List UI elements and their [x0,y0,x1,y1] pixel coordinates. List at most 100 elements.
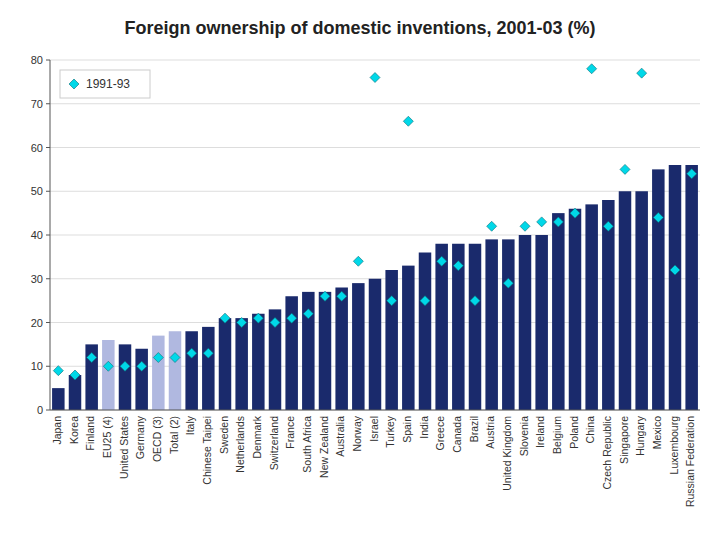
x-tick-label: Sweden [218,416,230,454]
bar [385,270,398,410]
x-tick-label: Poland [568,416,580,449]
y-tick-label: 60 [31,142,43,154]
bar [152,336,165,410]
bar [185,331,198,410]
y-tick [46,278,50,279]
bar [135,349,148,410]
series [52,165,698,410]
diamond-marker [587,64,597,74]
x-tick-label: Korea [68,416,80,444]
diamond-marker [420,296,430,306]
legend-symbol [69,79,79,89]
x-tick-label: Belgium [551,416,563,454]
bar [452,244,465,410]
diamond-marker [153,353,163,363]
x-tick-label: Italy [184,415,196,435]
x-tick-label: Australia [334,416,346,457]
bar [602,200,615,410]
diamond-marker [637,68,647,78]
diamond-marker [270,318,280,328]
legend-box [60,70,150,98]
diamond-marker [470,296,480,306]
x-tick-label: Japan [51,416,63,445]
bar [285,296,298,410]
bar [552,213,565,410]
y-tick [46,410,50,411]
diamond-marker [53,366,63,376]
bar [652,169,665,410]
x-tick-label: Canada [451,416,463,453]
diamond-marker [503,278,513,288]
x-axis: JapanKoreaFinlandEU25 (4)United StatesGe… [51,415,696,507]
y-tick [46,322,50,323]
x-tick-label: Germany [134,415,146,459]
bar [102,340,115,410]
x-tick-label: OECD (3) [151,416,163,462]
grid-line [50,191,700,192]
y-tick [46,235,50,236]
diamond-marker [437,256,447,266]
bar [569,209,582,410]
x-tick-label: United States [118,416,130,479]
x-tick-label: Russian Federation [684,416,696,507]
diamond-marker [687,169,697,179]
bar [202,327,215,410]
x-tick-label: India [418,416,430,439]
y-tick-label: 40 [31,229,43,241]
bar [52,388,64,410]
bar [619,191,632,410]
bar [252,314,264,410]
diamond-marker [337,291,347,301]
bar [269,309,282,410]
y-tick-label: 10 [31,360,43,372]
bar [485,239,498,410]
bar [169,331,182,410]
legend: 1991-93 [60,70,150,98]
diamond-marker [387,296,397,306]
x-tick-label: Denmark [251,415,263,458]
diamond-marker [370,73,380,83]
diamond-marker [620,164,630,174]
diamond-marker [220,313,230,323]
bar [85,344,98,410]
x-tick-label: Total (2) [168,416,180,454]
x-tick-label: Luxembourg [668,416,680,475]
bar [302,292,315,410]
bar [119,344,132,410]
x-tick-label: Finland [84,416,96,451]
diamond-marker [103,361,113,371]
bar [469,244,482,410]
diamond-marker [187,348,197,358]
diamond-marker [570,208,580,218]
y-tick-label: 80 [31,54,43,66]
bar [235,318,248,410]
diamond-marker [170,353,180,363]
diamond-marker [403,116,413,126]
diamond-marker [553,217,563,227]
bar [635,191,648,410]
y-axis: 01020304050607080 [31,54,50,416]
diamond-marker [253,313,263,323]
diamond-marker [353,256,363,266]
x-tick-label: Ireland [534,416,546,448]
diamond-marker [320,291,330,301]
x-tick-label: Hungary [634,415,646,455]
diamond-marker [487,221,497,231]
y-tick [46,366,50,367]
bar [319,292,332,410]
y-tick [46,191,50,192]
x-tick-label: China [584,416,596,444]
bar [369,279,382,410]
bar [402,266,415,410]
x-tick-label: Netherlands [234,416,246,473]
diamond-marker [603,221,613,231]
grid-line [50,60,700,61]
series [53,64,696,380]
bar [435,244,448,410]
bar [335,288,348,411]
x-axis-line [50,410,700,411]
y-tick-label: 70 [31,98,43,110]
x-tick-label: Slovenia [518,416,530,456]
x-tick-label: Austria [484,416,496,449]
x-tick-label: Switzerland [268,416,280,470]
